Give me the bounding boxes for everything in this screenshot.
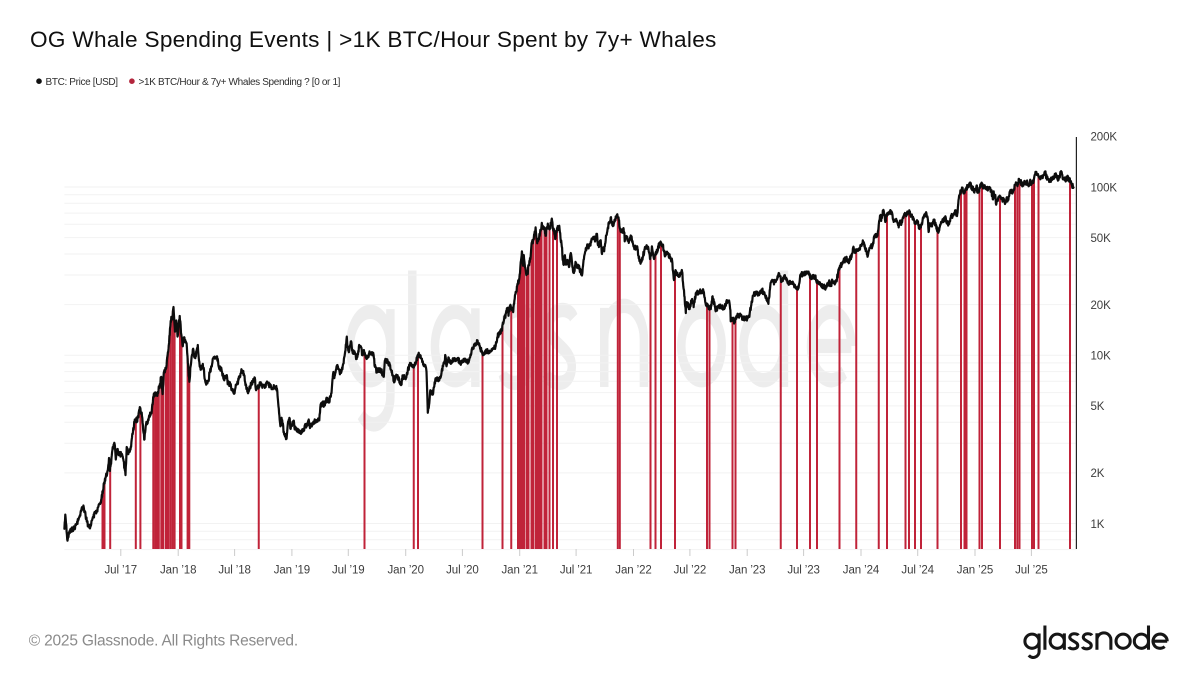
svg-text:Jan ’21: Jan ’21 (502, 565, 538, 577)
svg-text:10K: 10K (1091, 351, 1112, 363)
svg-text:Jul ’24: Jul ’24 (901, 565, 934, 577)
svg-text:Jul ’22: Jul ’22 (674, 565, 707, 577)
svg-text:Jul ’21: Jul ’21 (560, 565, 593, 577)
svg-text:1K: 1K (1091, 519, 1105, 531)
svg-text:Jul ’23: Jul ’23 (787, 565, 820, 577)
svg-text:Jan ’22: Jan ’22 (615, 565, 651, 577)
svg-text:BTC: Price [USD]: BTC: Price [USD] (46, 77, 119, 88)
svg-text:Jan ’20: Jan ’20 (388, 565, 424, 577)
svg-text:5K: 5K (1091, 401, 1105, 413)
svg-text:100K: 100K (1091, 182, 1118, 194)
svg-text:>1K BTC/Hour & 7y+ Whales Spen: >1K BTC/Hour & 7y+ Whales Spending ? [0 … (139, 77, 341, 88)
svg-text:50K: 50K (1091, 233, 1112, 245)
svg-text:200K: 200K (1091, 132, 1118, 144)
svg-text:20K: 20K (1091, 300, 1112, 312)
svg-text:Jan ’23: Jan ’23 (729, 565, 765, 577)
svg-text:Jan ’18: Jan ’18 (160, 565, 196, 577)
svg-text:Jan ’19: Jan ’19 (274, 565, 310, 577)
svg-text:Jul ’20: Jul ’20 (446, 565, 479, 577)
svg-text:Jul ’25: Jul ’25 (1015, 565, 1048, 577)
svg-text:Jul ’17: Jul ’17 (105, 565, 138, 577)
svg-text:Jul ’18: Jul ’18 (218, 565, 251, 577)
svg-text:Jul ’19: Jul ’19 (332, 565, 365, 577)
svg-text:OG Whale Spending Events | >1K: OG Whale Spending Events | >1K BTC/Hour … (30, 27, 717, 52)
svg-text:Jan ’25: Jan ’25 (957, 565, 993, 577)
svg-text:Jan ’24: Jan ’24 (843, 565, 880, 577)
svg-text:© 2025 Glassnode. All Rights R: © 2025 Glassnode. All Rights Reserved. (29, 633, 298, 650)
svg-text:2K: 2K (1091, 468, 1105, 480)
